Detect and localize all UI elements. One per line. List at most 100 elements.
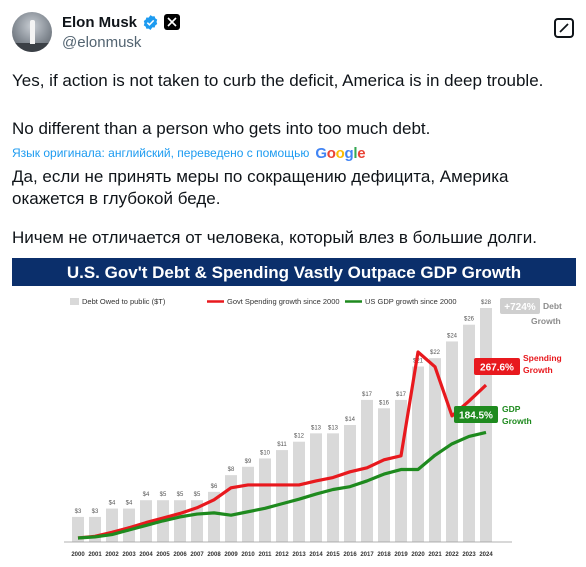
grok-edit-icon[interactable] <box>554 18 574 38</box>
x-tick-label: 2008 <box>207 552 221 558</box>
x-tick-label: 2016 <box>343 552 357 558</box>
translation-note-text: Язык оригинала: английский, переведено с… <box>12 146 310 160</box>
x-tick-label: 2011 <box>258 552 272 558</box>
debt-bar-label: $6 <box>211 484 218 490</box>
debt-bar-label: $21 <box>413 359 424 365</box>
debt-bar-label: $5 <box>177 492 184 498</box>
post-text-line-2: No different than a person who gets into… <box>12 119 431 138</box>
debt-bar-label: $22 <box>430 350 441 356</box>
x-tick-label: 2019 <box>394 552 408 558</box>
debt-bar-label: $13 <box>311 425 322 431</box>
x-tick-label: 2014 <box>309 552 323 558</box>
x-tick-label: 2001 <box>88 552 102 558</box>
translated-text-line-2: Ничем не отличается от человека, который… <box>12 228 537 247</box>
x-tick-label: 2021 <box>428 552 442 558</box>
debt-bar <box>276 450 288 542</box>
legend-debt-label: Debt Owed to public ($T) <box>82 297 166 306</box>
debt-bar <box>361 399 373 542</box>
avatar-ground <box>12 43 52 52</box>
translated-text-line-1: Да, если не принять меры по сокращению д… <box>12 167 509 208</box>
debt-bar-label: $12 <box>294 434 305 440</box>
debt-bar <box>344 425 356 542</box>
debt-growth-label: Debt <box>543 301 562 311</box>
x-tick-label: 2020 <box>411 552 425 558</box>
google-wordmark: Google <box>315 144 366 162</box>
author-name[interactable]: Elon Musk <box>62 13 138 31</box>
debt-bar-label: $10 <box>260 450 271 456</box>
debt-bar-label: $8 <box>228 467 235 473</box>
x-tick-label: 2006 <box>173 552 187 558</box>
gdp-growth-label: GDP <box>502 404 521 414</box>
debt-growth-value: +724% <box>504 302 536 313</box>
debt-bar-label: $16 <box>379 400 390 406</box>
author-name-row: Elon Musk <box>62 12 181 32</box>
debt-bar <box>174 500 186 542</box>
x-tick-label: 2018 <box>377 552 391 558</box>
author-handle[interactable]: @elonmusk <box>62 34 142 51</box>
debt-bar-label: $3 <box>75 509 82 515</box>
debt-bar <box>412 366 424 542</box>
chart-title: U.S. Gov't Debt & Spending Vastly Outpac… <box>67 263 521 282</box>
debt-bar-label: $4 <box>143 492 150 498</box>
x-tick-label: 2023 <box>462 552 476 558</box>
x-tick-label: 2017 <box>360 552 374 558</box>
x-tick-label: 2022 <box>445 552 459 558</box>
debt-bar-label: $28 <box>481 300 492 306</box>
debt-bar <box>191 500 203 542</box>
debt-bar <box>293 441 305 542</box>
x-tick-label: 2003 <box>122 552 136 558</box>
x-tick-label: 2015 <box>326 552 340 558</box>
debt-bar-label: $13 <box>328 425 339 431</box>
avatar-rocket-icon <box>30 20 35 44</box>
debt-growth-label-2: Growth <box>531 316 561 326</box>
x-tick-label: 2007 <box>190 552 204 558</box>
spending-growth-line <box>77 350 488 540</box>
debt-bar <box>429 358 441 542</box>
debt-bar <box>242 466 254 542</box>
x-tick-label: 2010 <box>241 552 255 558</box>
legend-gdp-label: US GDP growth since 2000 <box>365 297 457 306</box>
debt-bar-label: $11 <box>277 442 287 448</box>
debt-bar-label: $5 <box>194 492 201 498</box>
post-header: Elon Musk @elonmusk <box>12 10 574 54</box>
debt-bar-label: $5 <box>160 492 167 498</box>
debt-bar <box>106 508 118 542</box>
attached-chart-image[interactable]: U.S. Gov't Debt & Spending Vastly Outpac… <box>12 256 576 562</box>
x-logo-icon <box>164 14 181 30</box>
spending-growth-badge <box>474 358 520 375</box>
debt-bar <box>480 308 492 542</box>
x-tick-label: 2004 <box>139 552 153 558</box>
gdp-growth-badge <box>454 406 498 423</box>
x-tick-label: 2013 <box>292 552 306 558</box>
debt-bar <box>259 458 271 542</box>
debt-growth-badge <box>500 298 540 314</box>
debt-bar <box>446 341 458 542</box>
debt-bar <box>463 324 475 542</box>
x-tick-label: 2009 <box>224 552 238 558</box>
x-tick-label: 2024 <box>479 552 493 558</box>
debt-bar-label: $4 <box>126 501 133 507</box>
avatar[interactable] <box>12 12 52 52</box>
debt-bar-label: $3 <box>92 509 99 515</box>
x-tick-label: 2002 <box>105 552 119 558</box>
translation-note[interactable]: Язык оригинала: английский, переведено с… <box>12 144 366 162</box>
spending-growth-label: Spending <box>523 353 562 363</box>
x-tick-label: 2000 <box>71 552 85 558</box>
chart-title-bar <box>12 258 576 286</box>
debt-bar-label: $17 <box>362 392 373 398</box>
debt-bar <box>123 508 135 542</box>
debt-bar-label: $26 <box>464 317 475 323</box>
google-logo: Google <box>315 145 365 162</box>
spending-growth-value: 267.6% <box>480 363 514 374</box>
x-tick-label: 2005 <box>156 552 170 558</box>
debt-bar <box>208 491 220 542</box>
debt-bar-label: $24 <box>447 333 458 339</box>
gdp-growth-label-2: Growth <box>502 416 532 426</box>
debt-bar <box>310 433 322 542</box>
debt-bar-label: $17 <box>396 392 407 398</box>
debt-growth-chart: U.S. Gov't Debt & Spending Vastly Outpac… <box>12 258 576 558</box>
x-tick-label: 2012 <box>275 552 289 558</box>
debt-bar <box>225 475 237 542</box>
spending-growth-label-2: Growth <box>523 365 553 375</box>
gdp-growth-line <box>77 430 487 540</box>
